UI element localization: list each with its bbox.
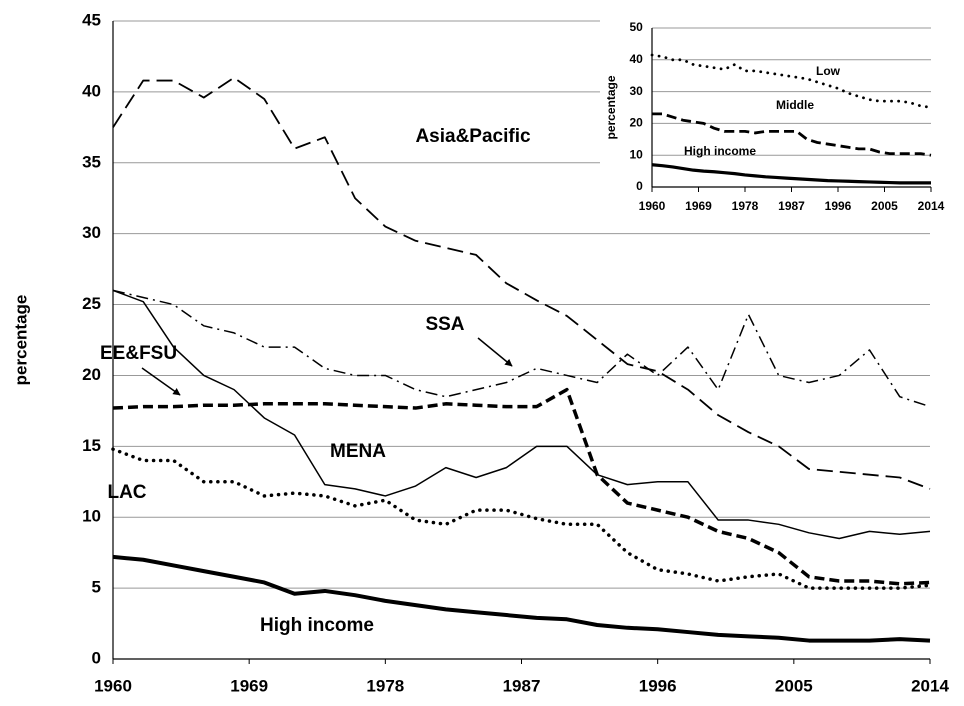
x-tick-label: 2014 [911, 676, 949, 695]
series-line [651, 163, 931, 185]
series-label: Asia&Pacific [415, 126, 531, 147]
x-tick-label: 1996 [825, 199, 852, 213]
series-label: Low [816, 64, 841, 78]
x-tick-label: 1996 [639, 676, 677, 695]
x-tick-label: 1987 [778, 199, 805, 213]
y-axis-label: percentage [11, 295, 30, 386]
series-label: High income [260, 615, 374, 636]
x-tick-label: 1978 [732, 199, 759, 213]
y-tick-label: 50 [629, 20, 643, 34]
y-tick-label: 30 [629, 84, 643, 98]
annotation-arrow [477, 337, 513, 367]
series-line [112, 554, 931, 643]
y-axis-label: percentage [604, 75, 618, 139]
annotation-arrow [141, 367, 181, 396]
series-label: EE&FSU [100, 343, 177, 364]
inset-chart: 0 10 20 30 40 50 1960 1969 1978 1987 1996 2005 2014 p… [604, 20, 944, 213]
x-tick-label: 1969 [685, 199, 712, 213]
y-tick-label: 20 [629, 116, 643, 130]
series-line [652, 112, 932, 157]
x-tick-label: 1978 [366, 676, 404, 695]
x-tick-label: 1969 [230, 676, 268, 695]
x-tick-label: 1960 [639, 199, 666, 213]
y-tick-label: 5 [92, 578, 101, 597]
y-tick-label: 35 [82, 152, 101, 171]
x-tick-label: 2005 [871, 199, 898, 213]
y-tick-label: 25 [82, 294, 101, 313]
series-line [111, 447, 932, 590]
y-tick-label: 40 [629, 52, 643, 66]
y-tick-label: 20 [82, 365, 101, 384]
y-tick-label: 10 [629, 147, 643, 161]
series-line [112, 289, 931, 408]
series-label: High income [684, 144, 756, 158]
y-tick-label: 10 [82, 507, 101, 526]
y-tick-label: 15 [82, 436, 101, 455]
series-line [112, 76, 931, 490]
series-label: MENA [330, 441, 386, 462]
series-line [112, 387, 931, 586]
x-tick-label: 1960 [94, 676, 132, 695]
y-tick-label: 40 [82, 81, 101, 100]
x-tick-label: 2014 [918, 199, 945, 213]
series-line [650, 53, 933, 109]
series-label: SSA [425, 314, 464, 335]
series-label: Middle [776, 98, 814, 112]
y-tick-label: 30 [82, 223, 101, 242]
x-tick-label: 1987 [503, 676, 541, 695]
series-label: LAC [107, 482, 146, 503]
x-tick-label: 2005 [775, 676, 813, 695]
y-tick-label: 45 [82, 10, 101, 29]
y-tick-label: 0 [92, 648, 101, 667]
main-chart: 0 5 10 15 20 25 30 35 40 45 1960 1969 1978 1987 1996 20… [11, 10, 949, 695]
y-tick-label: 0 [636, 179, 643, 193]
series-line [112, 289, 931, 540]
